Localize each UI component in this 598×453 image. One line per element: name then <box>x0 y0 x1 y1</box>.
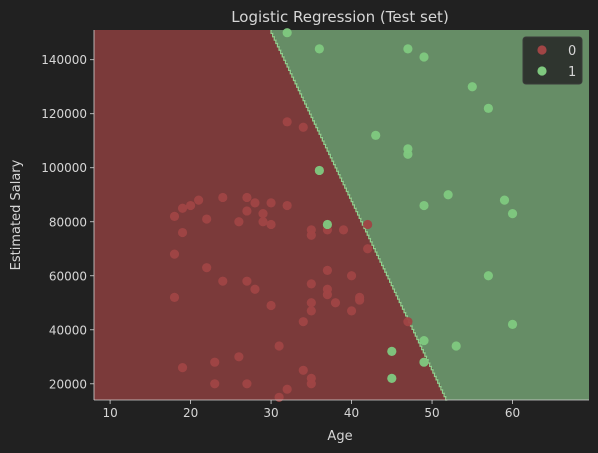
point-class-0 <box>258 209 268 219</box>
point-class-0 <box>282 384 292 394</box>
point-class-0 <box>177 227 188 238</box>
point-class-1 <box>403 44 413 54</box>
point-class-0 <box>266 198 276 208</box>
point-class-1 <box>419 200 429 211</box>
point-class-0 <box>363 244 373 254</box>
point-class-1 <box>451 341 461 351</box>
point-class-0 <box>250 284 260 294</box>
point-class-0 <box>185 200 196 211</box>
x-tick-label: 30 <box>263 406 278 420</box>
y-tick-label: 40000 <box>49 323 87 337</box>
point-class-0 <box>306 230 316 240</box>
point-class-0 <box>282 117 292 127</box>
legend: 01 <box>522 36 583 85</box>
point-class-0 <box>330 298 341 308</box>
point-class-0 <box>274 341 284 351</box>
point-class-0 <box>266 300 276 311</box>
point-class-1 <box>499 195 510 205</box>
region-class-0 <box>94 30 448 400</box>
point-class-0 <box>258 217 268 227</box>
point-class-1 <box>322 219 333 230</box>
point-class-0 <box>202 214 212 224</box>
point-class-1 <box>443 190 453 200</box>
chart-title: Logistic Regression (Test set) <box>231 8 449 26</box>
x-tick-label: 20 <box>183 406 198 420</box>
point-class-1 <box>419 335 429 346</box>
point-class-0 <box>346 271 357 281</box>
y-axis: 20000 40000 60000 80000 100000 120000 140000 <box>41 30 95 400</box>
point-class-0 <box>210 379 220 389</box>
legend-label-class-0: 0 <box>568 44 576 59</box>
point-class-0 <box>242 206 252 216</box>
point-class-0 <box>274 392 284 402</box>
point-class-1 <box>483 103 493 113</box>
point-class-0 <box>250 198 260 208</box>
point-class-1 <box>507 319 518 329</box>
point-class-0 <box>298 365 308 375</box>
point-class-1 <box>507 209 518 219</box>
point-class-1 <box>282 28 292 38</box>
point-class-0 <box>169 211 180 221</box>
x-tick-label: 60 <box>505 406 520 420</box>
point-class-0 <box>346 306 357 316</box>
region-class-1 <box>271 30 589 400</box>
y-tick-label: 60000 <box>49 269 87 283</box>
x-tick-label: 40 <box>344 406 359 420</box>
y-tick-label: 80000 <box>49 215 87 229</box>
x-tick-label: 10 <box>102 406 117 420</box>
point-class-0 <box>355 295 365 305</box>
point-class-1 <box>403 149 413 159</box>
y-tick-label: 140000 <box>41 53 87 67</box>
plot-area <box>94 28 589 402</box>
point-class-0 <box>306 279 316 289</box>
point-class-0 <box>194 195 204 205</box>
point-class-0 <box>177 362 188 373</box>
point-class-0 <box>403 317 413 327</box>
point-class-1 <box>419 52 429 62</box>
point-class-0 <box>266 219 276 230</box>
y-tick-label: 100000 <box>41 161 87 175</box>
point-class-0 <box>218 276 228 286</box>
point-class-1 <box>371 130 381 140</box>
point-class-0 <box>169 292 180 302</box>
point-class-0 <box>218 192 228 203</box>
point-class-0 <box>202 263 212 273</box>
point-class-1 <box>314 165 324 176</box>
point-class-1 <box>387 346 397 356</box>
point-class-0 <box>363 219 373 230</box>
point-class-0 <box>338 225 349 235</box>
point-class-0 <box>306 306 316 316</box>
point-class-1 <box>419 357 429 367</box>
point-class-0 <box>298 122 308 132</box>
x-axis-label: Age <box>327 429 352 444</box>
point-class-0 <box>306 379 316 389</box>
point-class-1 <box>314 44 324 54</box>
point-class-1 <box>387 373 397 383</box>
y-tick-label: 120000 <box>41 107 87 121</box>
legend-marker-class-0 <box>537 45 547 55</box>
point-class-0 <box>242 276 252 286</box>
point-class-0 <box>234 217 244 227</box>
point-class-0 <box>298 317 308 327</box>
point-class-0 <box>282 200 292 211</box>
x-tick-label: 50 <box>424 406 439 420</box>
y-tick-label: 20000 <box>49 377 87 391</box>
decision-boundary-line <box>270 30 448 401</box>
point-class-1 <box>467 82 477 92</box>
point-class-0 <box>210 357 220 367</box>
point-class-0 <box>169 249 180 259</box>
legend-label-class-1: 1 <box>568 65 576 80</box>
point-class-0 <box>306 298 316 308</box>
legend-marker-class-1 <box>537 66 547 76</box>
point-class-0 <box>322 265 333 275</box>
point-class-0 <box>242 379 252 389</box>
point-class-1 <box>483 271 493 281</box>
y-axis-label: Estimated Salary <box>9 159 24 270</box>
point-class-0 <box>242 192 252 203</box>
point-class-0 <box>234 352 244 362</box>
point-class-0 <box>322 290 333 300</box>
x-axis: 10 20 30 40 50 60 <box>94 399 589 420</box>
point-class-0 <box>177 203 188 213</box>
